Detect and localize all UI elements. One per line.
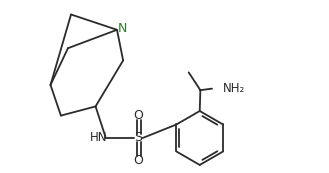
Text: S: S bbox=[135, 131, 142, 144]
Text: O: O bbox=[134, 109, 143, 122]
Text: HN: HN bbox=[90, 131, 107, 144]
Text: NH₂: NH₂ bbox=[222, 82, 245, 95]
Text: O: O bbox=[134, 154, 143, 167]
Text: N: N bbox=[118, 22, 127, 35]
